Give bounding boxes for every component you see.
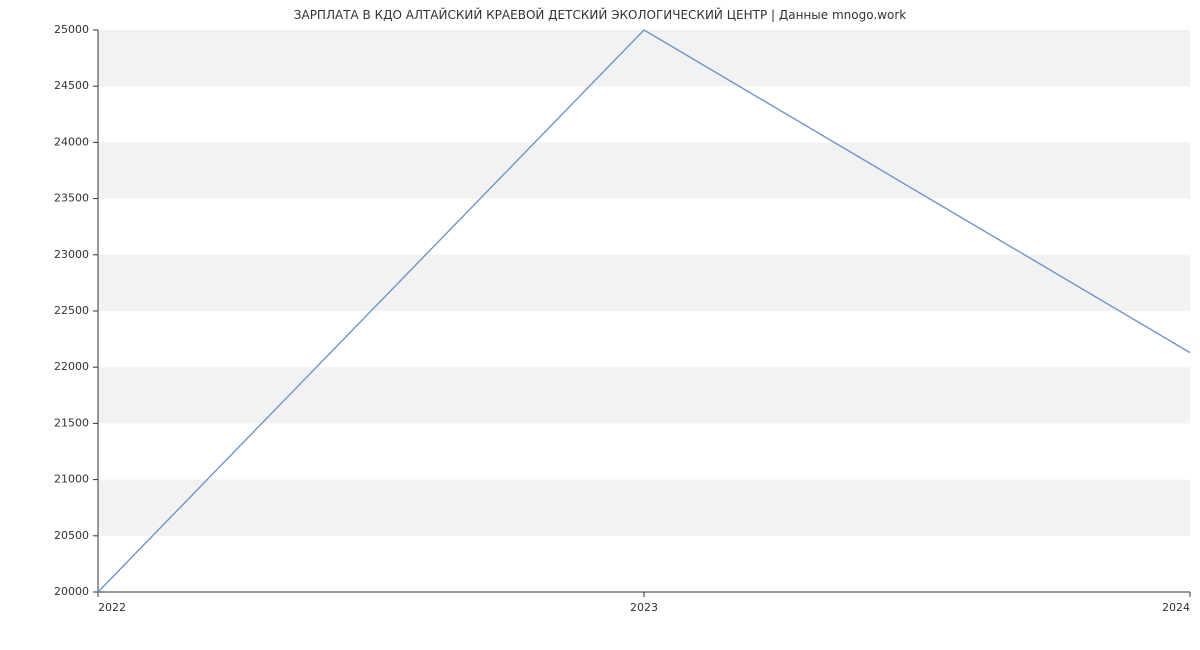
y-tick-label: 20500: [54, 529, 89, 542]
y-tick-label: 23000: [54, 248, 89, 261]
x-tick-label: 2023: [630, 601, 658, 614]
chart-title: ЗАРПЛАТА В КДО АЛТАЙСКИЙ КРАЕВОЙ ДЕТСКИЙ…: [0, 8, 1200, 22]
y-tick-label: 21000: [54, 473, 89, 486]
grid-band: [98, 30, 1190, 86]
grid-band: [98, 142, 1190, 198]
x-tick-label: 2022: [98, 601, 126, 614]
grid-band: [98, 255, 1190, 311]
y-tick-label: 22000: [54, 360, 89, 373]
y-tick-label: 21500: [54, 416, 89, 429]
y-tick-label: 24000: [54, 135, 89, 148]
y-tick-label: 22500: [54, 304, 89, 317]
x-tick-label: 2024: [1162, 601, 1190, 614]
y-tick-label: 25000: [54, 23, 89, 36]
y-tick-label: 23500: [54, 192, 89, 205]
grid-band: [98, 367, 1190, 423]
grid-band: [98, 480, 1190, 536]
chart-container: ЗАРПЛАТА В КДО АЛТАЙСКИЙ КРАЕВОЙ ДЕТСКИЙ…: [0, 0, 1200, 650]
y-tick-label: 20000: [54, 585, 89, 598]
y-tick-label: 24500: [54, 79, 89, 92]
line-chart: 20000 20500 21000 21500 22000 22500 23000 23500…: [0, 0, 1200, 650]
